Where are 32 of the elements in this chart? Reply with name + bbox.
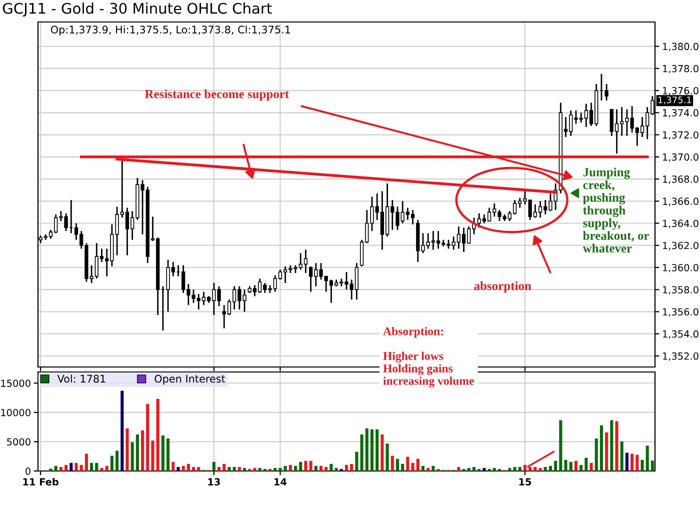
annotation: Op:1,373.9, Hi:1,375.5, Lo:1,373.8, Cl:1,375.1 [50,25,290,36]
legend-label: Vol: 1781 [57,374,106,383]
y-tick-label: 1,360.0 [663,264,698,272]
annotation: Jumping creek, pushing through supply, breakout, or whatever [582,168,649,253]
y-tick-label: 5000 [7,438,30,446]
y-tick-label: 1,376.0 [663,87,698,96]
annotation: absorption [474,281,532,293]
legend-label: Open Interest [154,374,226,385]
x-tick-label: 15 [519,478,532,486]
y-tick-label: 15000 [1,380,30,387]
y-tick-label: 0 [26,467,30,475]
y-tick-label: 1,358.0 [663,286,698,294]
y-tick-label: 10000 [1,408,30,416]
y-tick-label: 1,356.0 [663,308,698,317]
chart-title: GCJ11 - Gold - 30 Minute OHLC Chart [2,2,272,17]
annotation: Resistance become support [144,89,290,101]
y-tick-label: 1,378.0 [663,64,698,74]
x-tick-label: 14 [274,478,287,486]
y-tick-label: 1,362.0 [663,242,698,250]
y-tick-label: 1,364.0 [663,220,698,228]
y-tick-label: 1,380.0 [663,42,698,52]
y-tick-label: 1,374.0 [663,109,698,118]
y-tick-label: 1,366.0 [663,198,698,206]
text: 1,375.1 [658,96,692,104]
x-tick-label: 11 Feb [23,478,58,486]
y-tick-label: 1,354.0 [663,330,698,339]
annotation: Absorption: Higher lows Holding gains increasing volume [383,327,474,388]
x-tick-label: 13 [208,478,220,486]
y-tick-label: 1,352.0 [663,352,698,361]
y-tick-label: 1,372.0 [663,131,698,140]
y-tick-label: 1,368.0 [663,175,698,184]
y-tick-label: 1,370.0 [663,153,698,162]
